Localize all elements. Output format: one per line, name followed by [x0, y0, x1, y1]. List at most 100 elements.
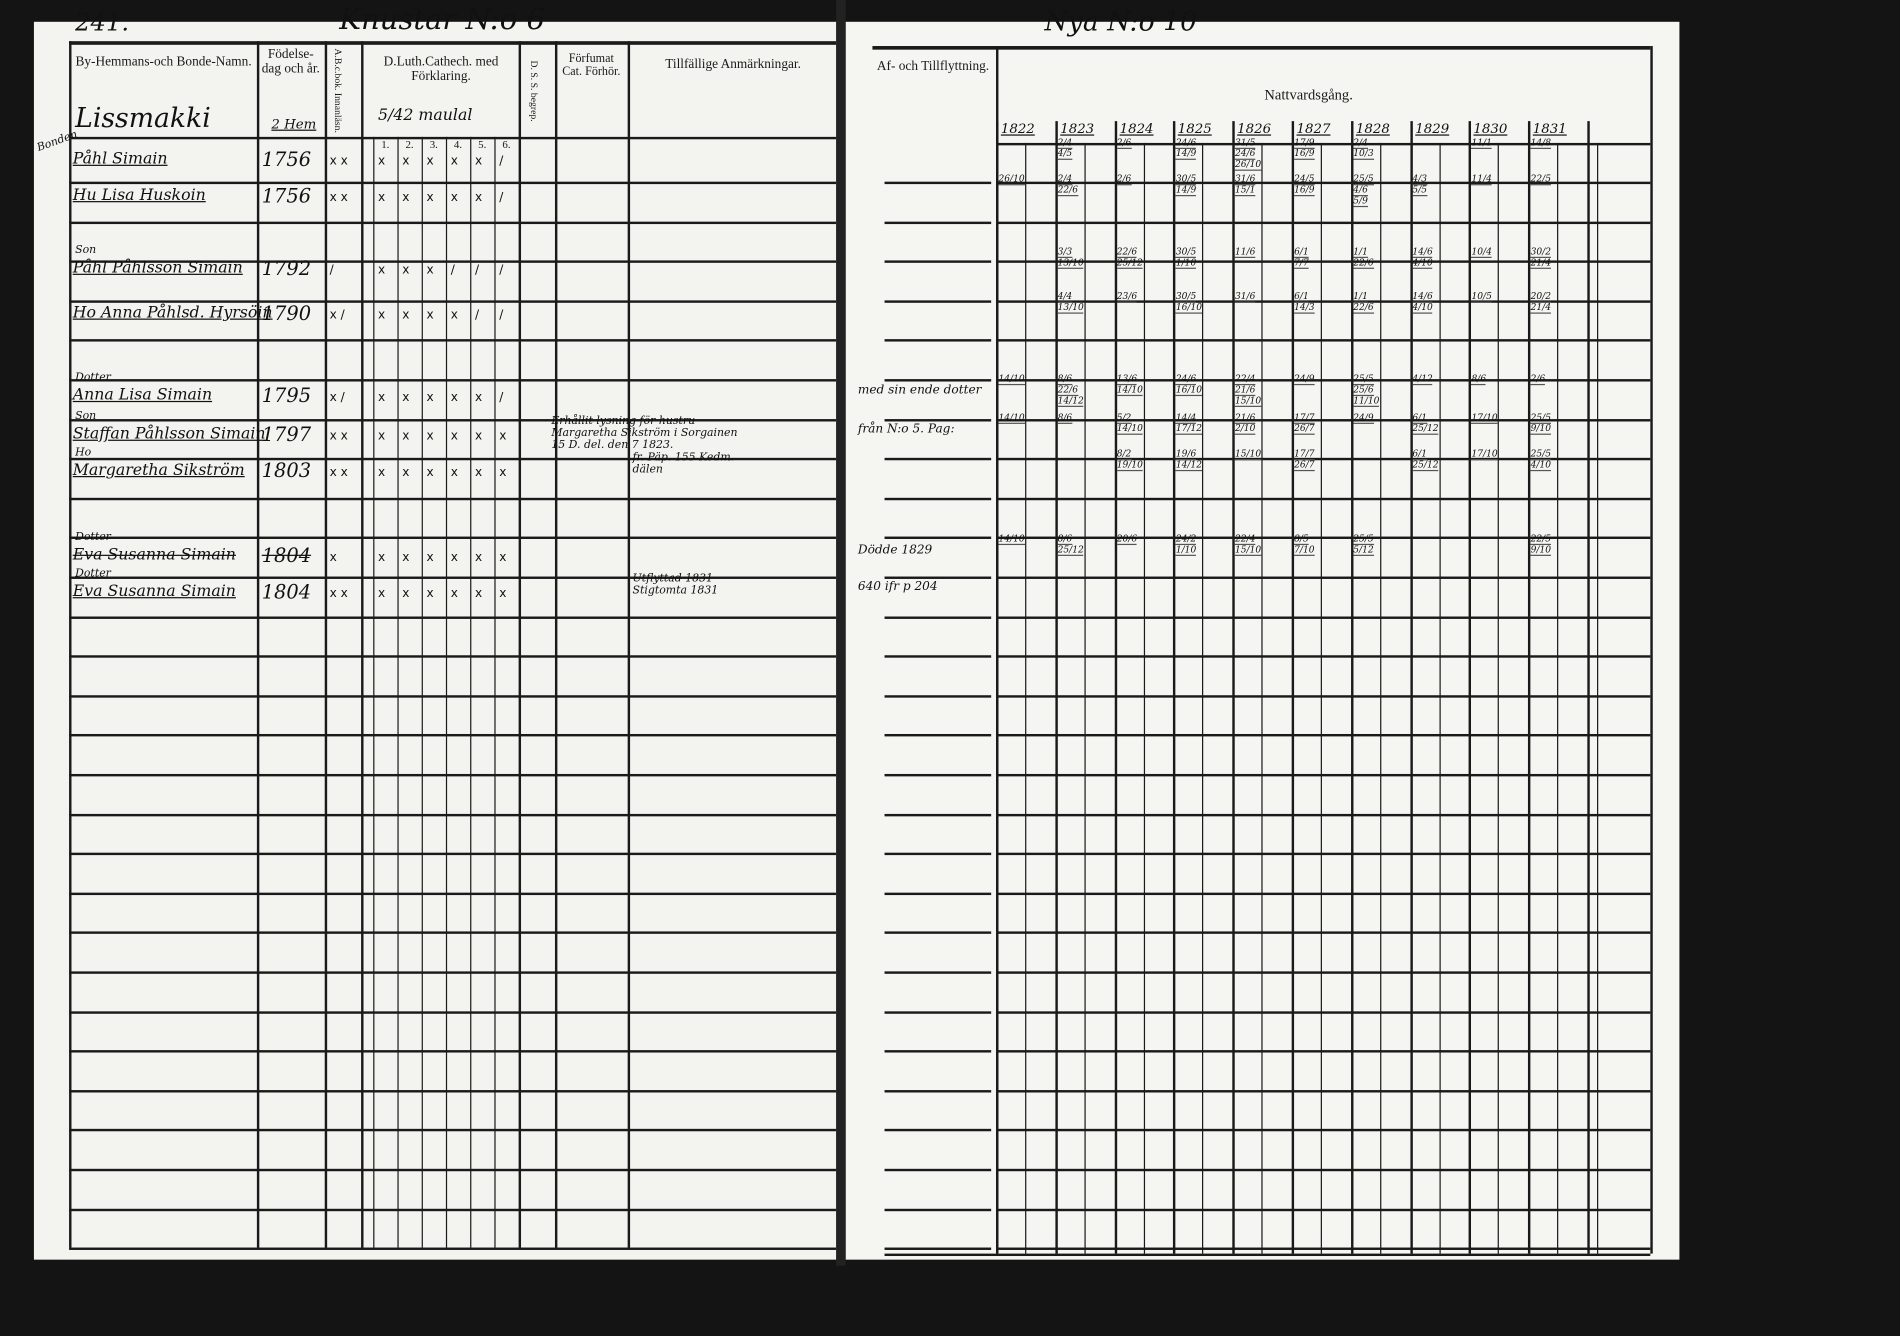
catechism-mark: x: [378, 264, 386, 278]
person-name: Påhl Påhlsson Simain: [72, 259, 243, 278]
rule-line: [69, 1050, 837, 1052]
catechism-col-5: 5.: [478, 138, 487, 151]
communion-date: 26/7: [1294, 422, 1315, 435]
communion-date: 17/7: [1294, 448, 1315, 461]
rule-line: [69, 616, 837, 619]
rule-line: [884, 379, 992, 381]
column-line: [361, 41, 364, 1248]
rule-line: [996, 260, 1651, 263]
person-birth-year: 1803: [261, 459, 312, 483]
communion-date: 25/12: [1116, 256, 1143, 269]
communion-date: 30/5: [1175, 245, 1197, 258]
communion-date: 5/12: [1353, 543, 1374, 556]
person-relation: Ho: [75, 446, 92, 460]
catechism-subcolumn-line: [445, 136, 448, 1248]
rule-line: [996, 773, 1651, 776]
remark-text: fr. Päp. 155 Kedm.: [632, 451, 735, 464]
catechism-subcolumn-line: [421, 136, 423, 1248]
communion-date: 19/6: [1175, 448, 1197, 461]
communion-date: 25/12: [1057, 543, 1084, 556]
rule-line: [69, 536, 837, 539]
rule-line: [996, 1128, 1651, 1131]
rule-line: [69, 1168, 837, 1171]
communion-date: 26/7: [1294, 459, 1315, 472]
header-bottom-rule: [69, 136, 837, 140]
rule-line: [884, 1011, 992, 1014]
rule-line: [996, 457, 1651, 460]
catechism-mark: x: [378, 391, 386, 405]
catechism-mark: x: [474, 587, 483, 601]
column-line: [554, 41, 558, 1248]
year-label: 1823: [1060, 121, 1095, 137]
catechism-mark: x: [450, 391, 458, 405]
communion-date: 3/3: [1057, 245, 1073, 258]
communion-date: 22/6: [1116, 245, 1138, 258]
rule-line: [69, 497, 837, 500]
communion-date: 17/9: [1294, 136, 1315, 149]
header-top-rule: [872, 46, 1651, 50]
rule-line: [69, 457, 837, 460]
communion-date: 16/10: [1175, 383, 1203, 397]
catechism-mark: x: [426, 429, 434, 444]
communion-date: 24/6: [1234, 147, 1256, 160]
rule-line: [69, 892, 837, 895]
rule-line: [884, 1128, 992, 1131]
catechism-mark: x: [402, 466, 410, 480]
remark-text: 15 D. del. den 7 1823.: [551, 439, 674, 452]
communion-date: 8/6: [1057, 532, 1073, 546]
header-remarks: Tillfällige Anmärkningar.: [665, 56, 801, 72]
rule-line: [884, 221, 992, 224]
year-label: 1822: [1000, 121, 1035, 137]
move-note: Dödde 1829: [857, 543, 933, 558]
communion-date: 8/6: [1471, 373, 1487, 386]
rule-line: [69, 419, 837, 421]
catechism-mark: x: [426, 587, 434, 601]
communion-date: 14/9: [1175, 147, 1197, 160]
communion-date: 15/10: [1234, 448, 1262, 461]
year-label: 1831: [1532, 121, 1567, 137]
communion-date: 2/6: [1530, 373, 1546, 386]
communion-date: 5/5: [1412, 184, 1427, 197]
abc-marks: x x: [329, 155, 348, 169]
household-name: Lissmakki: [75, 104, 211, 135]
rule-line: [69, 576, 837, 579]
catechism-mark: x: [499, 551, 507, 565]
person-birth-year: 1795: [261, 383, 312, 407]
catechism-mark: x: [402, 391, 410, 405]
year-subcolumn-line: [1202, 142, 1204, 1254]
rule-line: [69, 773, 837, 776]
rule-line: [884, 733, 992, 736]
rule-line: [996, 1247, 1651, 1250]
communion-date: 25/12: [1412, 459, 1439, 472]
communion-date: 14/6: [1412, 290, 1433, 303]
rule-line: [884, 419, 992, 421]
rule-line: [69, 813, 837, 816]
catechism-col-6: 6.: [502, 138, 511, 151]
header-top-rule: [69, 41, 837, 45]
year-label: 1830: [1473, 121, 1508, 137]
year-subcolumn-line: [1143, 142, 1146, 1254]
catechism-mark: x: [426, 191, 434, 205]
rule-line: [69, 300, 837, 303]
communion-date: 4/5: [1057, 147, 1073, 160]
rule-line: [884, 576, 992, 579]
year-subcolumn-line: [1497, 142, 1499, 1254]
catechism-subcolumn-line: [470, 136, 472, 1248]
rule-line: [884, 1253, 1651, 1257]
communion-date: 11/1: [1471, 136, 1492, 149]
rule-line: [884, 497, 992, 500]
communion-date: 2/4: [1057, 136, 1073, 149]
rule-line: [884, 1208, 992, 1211]
communion-date: 4/10: [1412, 301, 1433, 314]
catechism-subcolumn-line: [494, 136, 496, 1248]
communion-date: 11/4: [1471, 173, 1492, 186]
rule-line: [996, 971, 1651, 974]
year-subcolumn-line: [1320, 142, 1322, 1254]
year-column-line: [1172, 121, 1176, 1254]
catechism-mark: x: [499, 429, 507, 444]
year-label: 1828: [1355, 121, 1390, 137]
communion-date: 24/5: [1294, 173, 1315, 186]
year-label: 1825: [1177, 121, 1212, 137]
rule-line: [884, 1168, 992, 1171]
rule-line: [69, 971, 837, 974]
